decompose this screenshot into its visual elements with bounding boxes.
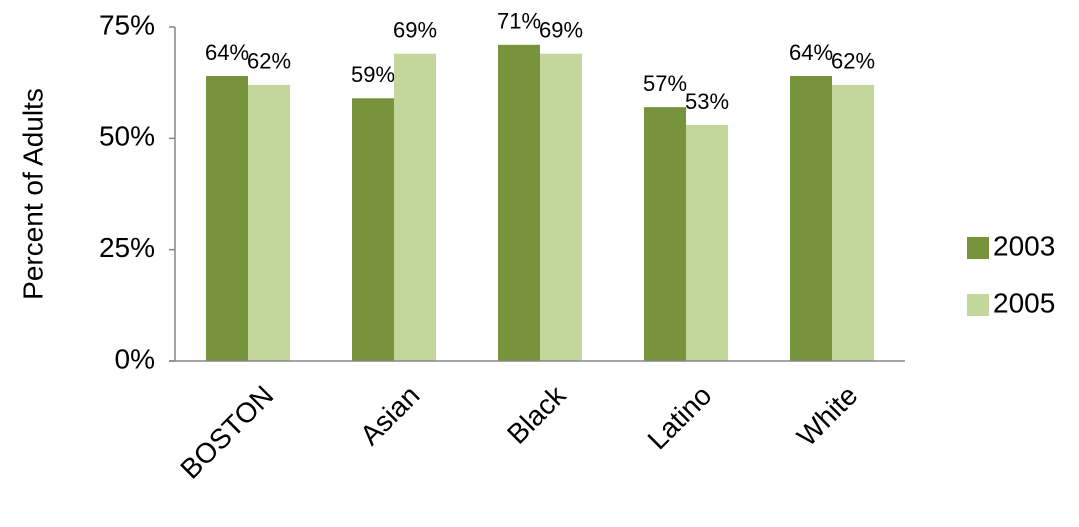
value-label: 69% (393, 18, 437, 43)
value-label: 64% (789, 40, 833, 65)
bar (394, 53, 436, 361)
value-label: 62% (247, 49, 291, 74)
bar (206, 75, 248, 361)
value-label: 53% (685, 89, 729, 114)
value-label: 71% (497, 9, 541, 34)
legend-swatch (967, 237, 989, 259)
x-tick-label: White (791, 380, 864, 453)
x-tick-label: BOSTON (174, 380, 279, 485)
value-label: 69% (539, 18, 583, 43)
legend-label: 2003 (993, 230, 1055, 261)
value-label: 62% (831, 49, 875, 74)
y-tick-label: 50% (99, 121, 155, 152)
value-label: 57% (643, 71, 687, 96)
bar (248, 84, 290, 361)
y-tick-label: 75% (99, 9, 155, 40)
bar (686, 124, 728, 362)
y-tick-label: 25% (99, 232, 155, 263)
bar (498, 44, 540, 362)
x-tick-label: Black (501, 379, 572, 450)
x-tick-label: Asian (354, 380, 425, 451)
bar (790, 75, 832, 361)
value-label: 64% (205, 40, 249, 65)
bar (540, 53, 582, 361)
x-tick-label: Latino (642, 380, 718, 456)
bar (832, 84, 874, 361)
bar (644, 107, 686, 361)
legend-label: 2005 (993, 287, 1055, 318)
legend-swatch (967, 294, 989, 316)
y-tick-label: 0% (115, 343, 155, 374)
value-label: 59% (351, 62, 395, 87)
bar (352, 98, 394, 362)
y-axis-label: Percent of Adults (17, 88, 48, 300)
